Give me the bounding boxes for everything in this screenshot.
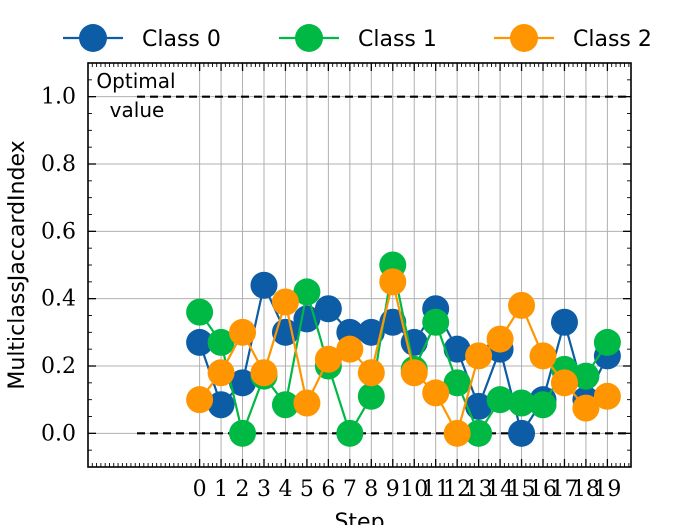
point-s2-9 xyxy=(379,268,407,296)
x-tick-label-18: 18 xyxy=(572,477,600,502)
point-s1-14 xyxy=(486,386,514,414)
point-s0-17 xyxy=(550,308,578,336)
y-tick-label-2: 0.4 xyxy=(41,287,76,312)
x-axis-label: Step xyxy=(334,510,384,525)
x-tick-label-19: 19 xyxy=(593,477,621,502)
point-s2-6 xyxy=(314,345,342,373)
point-s1-13 xyxy=(465,419,493,447)
point-s1-1 xyxy=(207,328,235,356)
series-group xyxy=(186,251,621,447)
point-s0-9 xyxy=(379,308,407,336)
point-s2-5 xyxy=(293,389,321,417)
legend: Class 0 Class 1 Class 2 xyxy=(63,24,652,52)
legend-marker-1 xyxy=(295,24,323,52)
x-tick-label-1: 1 xyxy=(214,477,228,502)
point-s2-18 xyxy=(572,394,600,422)
x-tick-label-5: 5 xyxy=(300,477,314,502)
point-s2-19 xyxy=(593,382,621,410)
point-s2-4 xyxy=(271,288,299,316)
point-s1-19 xyxy=(593,328,621,356)
point-s2-17 xyxy=(550,369,578,397)
point-s1-4 xyxy=(271,391,299,419)
point-s0-1 xyxy=(207,391,235,419)
point-s1-15 xyxy=(508,389,536,417)
legend-marker-2 xyxy=(510,24,538,52)
legend-label-2: Class 2 xyxy=(573,27,652,52)
x-tick-label-7: 7 xyxy=(343,477,357,502)
x-tick-label-0: 0 xyxy=(193,477,207,502)
point-s1-8 xyxy=(357,382,385,410)
point-s0-6 xyxy=(314,295,342,323)
reference-lines xyxy=(137,95,631,435)
point-s2-7 xyxy=(336,335,364,363)
point-s0-15 xyxy=(508,419,536,447)
point-s0-12 xyxy=(443,335,471,363)
y-tick-label-5: 1.0 xyxy=(41,85,76,110)
point-s1-16 xyxy=(529,391,557,419)
legend-label-1: Class 1 xyxy=(358,27,437,52)
point-s0-8 xyxy=(357,318,385,346)
point-s2-2 xyxy=(229,318,257,346)
point-s2-0 xyxy=(186,386,214,414)
y-tick-label-1: 0.2 xyxy=(41,354,76,379)
x-tick-label-10: 10 xyxy=(400,477,428,502)
point-s2-8 xyxy=(357,359,385,387)
x-tick-label-12: 12 xyxy=(443,477,471,502)
x-tick-label-6: 6 xyxy=(321,477,335,502)
point-s0-3 xyxy=(250,271,278,299)
point-s2-11 xyxy=(422,379,450,407)
annotation-line-2: value xyxy=(110,98,165,122)
y-tick-label-4: 0.8 xyxy=(41,152,76,177)
y-axis-label: MulticlassJaccardIndex xyxy=(5,140,30,389)
point-s1-0 xyxy=(186,298,214,326)
point-s2-3 xyxy=(250,359,278,387)
point-s2-16 xyxy=(529,342,557,370)
x-tick-label-15: 15 xyxy=(508,477,536,502)
ticks xyxy=(87,62,631,468)
point-s0-13 xyxy=(465,392,493,420)
point-s2-15 xyxy=(508,291,536,319)
x-tick-label-13: 13 xyxy=(465,477,493,502)
x-tick-label-16: 16 xyxy=(529,477,557,502)
x-tick-label-4: 4 xyxy=(278,477,292,502)
x-tick-label-8: 8 xyxy=(364,477,378,502)
x-tick-label-2: 2 xyxy=(236,477,250,502)
point-s0-2 xyxy=(229,369,257,397)
point-s2-13 xyxy=(465,342,493,370)
x-tick-label-14: 14 xyxy=(486,477,514,502)
y-tick-label-3: 0.6 xyxy=(41,219,76,244)
point-s1-18 xyxy=(572,362,600,390)
point-s1-11 xyxy=(422,308,450,336)
x-tick-label-3: 3 xyxy=(257,477,271,502)
point-s2-10 xyxy=(400,359,428,387)
point-s1-5 xyxy=(293,278,321,306)
point-s0-0 xyxy=(186,328,214,356)
legend-marker-0 xyxy=(79,24,107,52)
series-2 xyxy=(186,268,621,447)
x-tick-label-17: 17 xyxy=(550,477,578,502)
x-tick-label-9: 9 xyxy=(386,477,400,502)
optimal-value-annotation: Optimal value xyxy=(96,69,175,122)
point-s2-1 xyxy=(207,359,235,387)
annotation-line-1: Optimal xyxy=(96,69,175,93)
point-s2-14 xyxy=(486,325,514,353)
x-tick-label-11: 11 xyxy=(422,477,450,502)
y-tick-label-0: 0.0 xyxy=(41,421,76,446)
point-s1-7 xyxy=(336,419,364,447)
legend-label-0: Class 0 xyxy=(142,27,221,52)
point-s2-12 xyxy=(443,419,471,447)
tick-labels: 0 1 2 3 4 5 6 7 8 9 101112131415161718190.00.20.40… xyxy=(41,85,621,502)
point-s1-12 xyxy=(443,369,471,397)
point-s1-2 xyxy=(229,419,257,447)
